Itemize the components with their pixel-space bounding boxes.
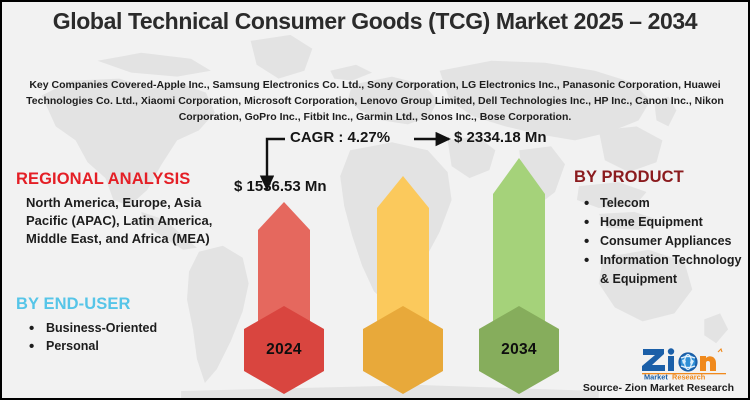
list-item: Personal [24, 336, 224, 358]
page-title: Global Technical Consumer Goods (TCG) Ma… [52, 8, 698, 34]
source-label: Source- Zion Market Research [582, 382, 734, 394]
bar-2034-year-label: 2034 [501, 341, 537, 358]
svg-text:Research: Research [672, 373, 706, 381]
market-value-start: $ 1536.53 Mn [234, 178, 327, 195]
by-end-user-list: Business-Oriented Personal [24, 318, 224, 358]
by-end-user-heading: BY END-USER [16, 295, 131, 313]
svg-text:Market: Market [644, 373, 668, 381]
bar-middle [359, 168, 447, 394]
zion-market-research-logo: Market Research [638, 346, 730, 380]
cagr-label: CAGR : 4.27% [290, 129, 391, 146]
bar-2024: 2024 [240, 194, 328, 394]
by-product-heading: BY PRODUCT [574, 168, 684, 186]
bar-2034: 2034 [475, 150, 563, 394]
list-item: Consumer Appliances [580, 231, 748, 253]
list-item: Business-Oriented [24, 318, 224, 340]
bar-2024-year-label: 2024 [266, 341, 302, 358]
